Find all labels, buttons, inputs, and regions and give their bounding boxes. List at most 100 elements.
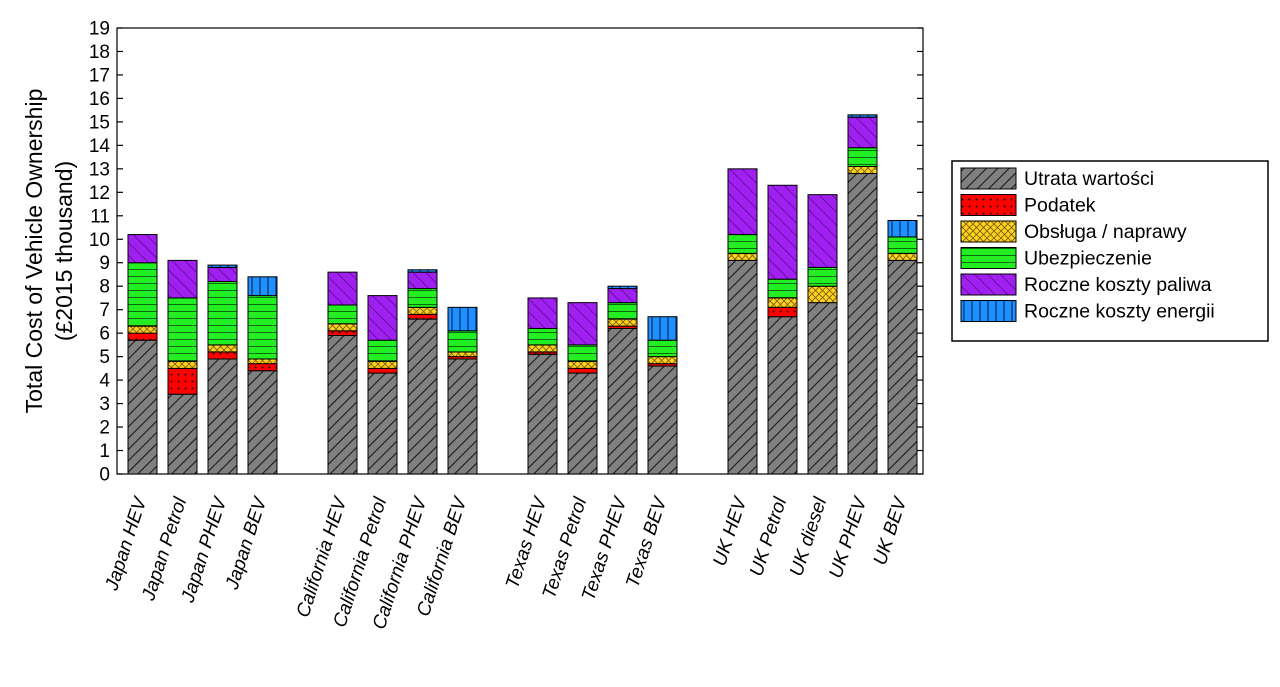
bar-segment-uk-bev-utrata-warto-ci [887, 259, 918, 475]
legend-swatch-podatek [960, 194, 1017, 216]
bar-segment-japan-phev-utrata-warto-ci [207, 358, 238, 475]
bar-segment-california-hev-utrata-warto-ci [327, 335, 358, 475]
bar-california-petrol [367, 295, 398, 475]
y-tick-label: 11 [90, 206, 110, 227]
bar-uk-bev [887, 219, 918, 475]
bar-segment-uk-hev-utrata-warto-ci [727, 259, 758, 475]
y-tick-label: 17 [89, 65, 110, 86]
bar-segment-uk-diesel-obs-uga-naprawy [807, 285, 838, 304]
y-tick-label: 2 [99, 418, 110, 439]
bar-segment-japan-phev-ubezpieczenie [207, 281, 238, 346]
bars-layer [127, 114, 918, 475]
bar-segment-uk-phev-utrata-warto-ci [847, 173, 878, 475]
bar-california-phev [407, 269, 438, 475]
x-tick-label: UK BEV [870, 493, 912, 568]
bar-segment-california-petrol-podatek [367, 367, 398, 374]
bar-segment-uk-phev-roczne-koszty-paliwa [847, 116, 878, 149]
bar-segment-japan-bev-utrata-warto-ci [247, 370, 278, 475]
bar-segment-california-bev-utrata-warto-ci [447, 358, 478, 475]
bar-california-hev [327, 271, 358, 475]
bar-segment-california-petrol-utrata-warto-ci [367, 372, 398, 475]
bar-segment-texas-bev-obs-uga-naprawy [647, 356, 678, 365]
bar-japan-bev [247, 276, 278, 475]
bar-segment-california-hev-obs-uga-naprawy [327, 323, 358, 332]
y-tick-label: 0 [99, 465, 110, 486]
y-axis-title-line1: Total Cost of Vehicle Ownership [21, 89, 47, 414]
bar-segment-japan-phev-roczne-koszty-paliwa [207, 266, 238, 283]
bar-segment-uk-hev-roczne-koszty-paliwa [727, 168, 758, 236]
x-tick-label: Texas BEV [622, 493, 672, 590]
bar-uk-diesel [807, 194, 838, 475]
y-tick-label: 4 [99, 371, 110, 392]
bar-japan-phev [207, 264, 238, 475]
bar-segment-uk-phev-obs-uga-naprawy [847, 165, 878, 175]
bar-segment-uk-hev-obs-uga-naprawy [727, 252, 758, 261]
y-tick-label: 19 [89, 19, 110, 40]
bar-segment-uk-diesel-ubezpieczenie [807, 266, 838, 287]
bar-segment-uk-bev-ubezpieczenie [887, 236, 918, 254]
bar-segment-japan-hev-ubezpieczenie [127, 262, 158, 327]
y-tick-label: 1 [99, 441, 110, 462]
legend-label-obs-uga-naprawy: Obsługa / naprawy [1024, 221, 1187, 243]
bar-segment-japan-phev-roczne-koszty-energii [207, 264, 238, 268]
y-axis-title: Total Cost of Vehicle Ownership (£2015 t… [21, 89, 77, 414]
bar-segment-japan-hev-roczne-koszty-paliwa [127, 234, 158, 264]
y-tick-label: 8 [99, 277, 110, 298]
bar-segment-texas-petrol-utrata-warto-ci [567, 372, 598, 475]
bar-segment-uk-diesel-roczne-koszty-paliwa [807, 194, 838, 268]
y-tick-label: 13 [89, 159, 110, 180]
y-tick-label: 3 [99, 394, 110, 415]
bar-texas-petrol [567, 302, 598, 475]
bar-segment-uk-phev-roczne-koszty-energii [847, 114, 878, 118]
bar-segment-texas-hev-obs-uga-naprawy [527, 344, 558, 353]
plot-frame [116, 27, 924, 475]
bar-japan-hev [127, 234, 158, 475]
y-tick-label: 14 [89, 136, 111, 157]
bar-segment-japan-petrol-obs-uga-naprawy [167, 360, 198, 369]
bar-segment-california-petrol-obs-uga-naprawy [367, 360, 398, 369]
bar-segment-texas-phev-obs-uga-naprawy [607, 318, 638, 327]
y-tick-label: 16 [89, 89, 110, 110]
bar-uk-hev [727, 168, 758, 475]
legend-label-ubezpieczenie: Ubezpieczenie [1024, 248, 1152, 270]
bar-segment-california-phev-roczne-koszty-paliwa [407, 271, 438, 290]
bar-segment-japan-petrol-roczne-koszty-paliwa [167, 259, 198, 299]
x-tick-label: UK PHEV [826, 493, 872, 581]
bar-segment-uk-diesel-utrata-warto-ci [807, 302, 838, 475]
bar-segment-texas-bev-roczne-koszty-energii [647, 316, 678, 341]
bar-segment-california-phev-podatek [407, 313, 438, 320]
bar-segment-japan-hev-obs-uga-naprawy [127, 325, 158, 334]
legend-swatch-utrata-warto-ci [960, 167, 1017, 190]
bar-segment-california-phev-roczne-koszty-energii [407, 269, 438, 273]
bar-segment-california-bev-obs-uga-naprawy [447, 351, 478, 358]
x-tick-label: UK diesel [786, 494, 831, 579]
bar-texas-phev [607, 285, 638, 475]
bar-segment-japan-phev-podatek [207, 351, 238, 360]
bar-japan-petrol [167, 259, 198, 475]
bar-segment-california-phev-ubezpieczenie [407, 288, 438, 308]
bar-segment-texas-phev-roczne-koszty-energii [607, 285, 638, 290]
bar-segment-texas-phev-utrata-warto-ci [607, 327, 638, 475]
bar-segment-japan-bev-podatek [247, 363, 278, 372]
bar-segment-uk-petrol-obs-uga-naprawy [767, 297, 798, 308]
bar-segment-texas-hev-ubezpieczenie [527, 327, 558, 346]
bar-segment-california-phev-obs-uga-naprawy [407, 306, 438, 315]
y-tick-label: 10 [89, 230, 110, 251]
bar-segment-japan-hev-podatek [127, 332, 158, 341]
bar-segment-texas-petrol-podatek [567, 367, 598, 374]
bar-segment-california-hev-roczne-koszty-paliwa [327, 271, 358, 306]
bar-segment-japan-petrol-utrata-warto-ci [167, 393, 198, 475]
bar-segment-uk-petrol-podatek [767, 306, 798, 318]
y-tick-label: 5 [99, 347, 110, 368]
bar-segment-california-bev-roczne-koszty-energii [447, 306, 478, 332]
y-tick-label: 9 [99, 253, 110, 274]
bar-segment-japan-petrol-ubezpieczenie [167, 297, 198, 362]
bar-california-bev [447, 306, 478, 475]
bar-segment-texas-petrol-ubezpieczenie [567, 344, 598, 362]
bar-segment-japan-bev-obs-uga-naprawy [247, 358, 278, 365]
bar-segment-california-petrol-roczne-koszty-paliwa [367, 295, 398, 341]
bar-segment-california-hev-podatek [327, 330, 358, 337]
bar-texas-hev [527, 297, 558, 475]
